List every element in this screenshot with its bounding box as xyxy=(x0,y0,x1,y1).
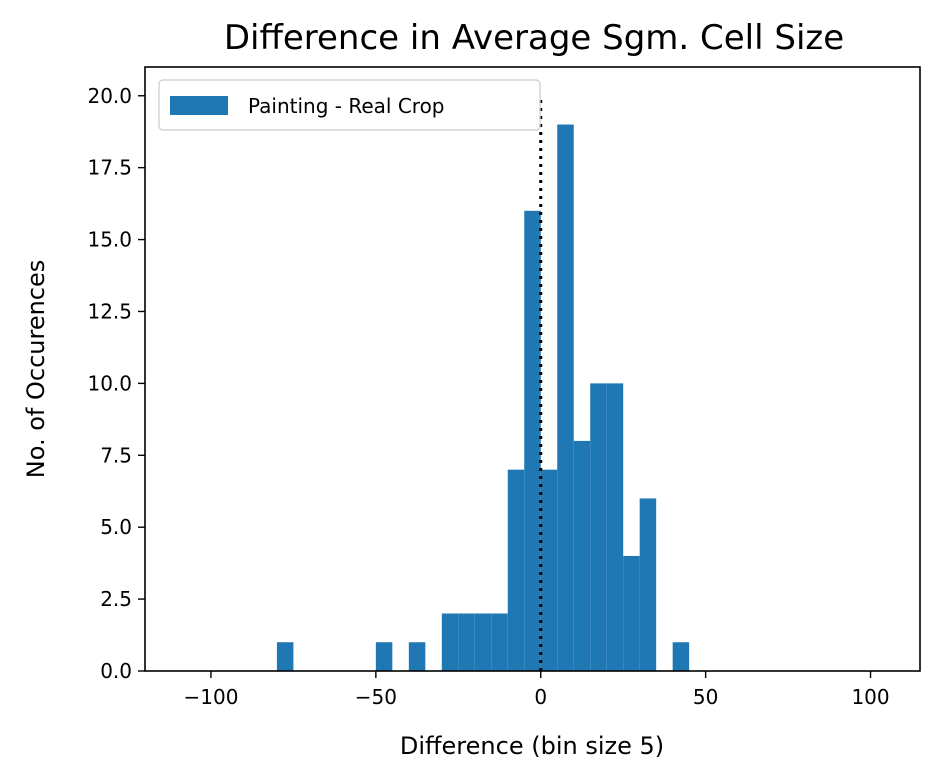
x-tick-label: −100 xyxy=(183,685,238,709)
histogram-bar xyxy=(639,498,657,671)
x-axis-label: Difference (bin size 5) xyxy=(400,732,664,760)
y-tick-label: 20.0 xyxy=(87,84,132,108)
histogram-bar xyxy=(672,642,690,671)
histogram-bar xyxy=(623,555,640,671)
x-tick-label: 50 xyxy=(693,685,718,709)
y-tick-label: 15.0 xyxy=(87,228,132,252)
y-tick-label: 7.5 xyxy=(100,443,132,467)
y-tick-label: 5.0 xyxy=(100,515,132,539)
legend-swatch xyxy=(170,96,228,115)
legend: Painting - Real Crop xyxy=(158,79,541,131)
histogram-bar xyxy=(441,613,459,671)
histogram-bar xyxy=(507,469,525,671)
y-axis-label: No. of Occurences xyxy=(22,260,50,479)
histogram-bar xyxy=(375,642,393,671)
legend-label: Painting - Real Crop xyxy=(248,94,445,118)
y-tick-label: 17.5 xyxy=(87,156,132,180)
histogram-bar xyxy=(491,613,508,671)
histogram-bar xyxy=(540,469,558,671)
y-axis: 0.0 2.5 5.0 7.5 10.0 12.5 15.0 17.5 20.0 xyxy=(87,84,145,683)
histogram-bar xyxy=(458,613,475,671)
x-axis: −100 −50 0 50 100 xyxy=(183,671,890,709)
y-tick-label: 0.0 xyxy=(100,659,132,683)
histogram-bar xyxy=(524,210,541,672)
histogram-bar xyxy=(474,613,492,671)
histogram-bar xyxy=(573,440,591,671)
x-tick-label: 100 xyxy=(851,685,889,709)
x-tick-label: 0 xyxy=(534,685,547,709)
axes-frame xyxy=(144,66,921,672)
histogram-bar xyxy=(408,642,426,671)
chart-title: Difference in Average Sgm. Cell Size xyxy=(224,18,844,58)
x-tick-label: −50 xyxy=(355,685,397,709)
y-tick-label: 10.0 xyxy=(87,371,132,395)
plot-area xyxy=(276,95,690,672)
histogram-bar xyxy=(557,124,574,672)
histogram-bar xyxy=(590,383,607,671)
y-tick-label: 12.5 xyxy=(87,299,132,323)
histogram-bar xyxy=(606,383,624,671)
legend-box xyxy=(158,79,541,131)
y-tick-label: 2.5 xyxy=(100,587,132,611)
histogram-bar xyxy=(276,642,294,671)
